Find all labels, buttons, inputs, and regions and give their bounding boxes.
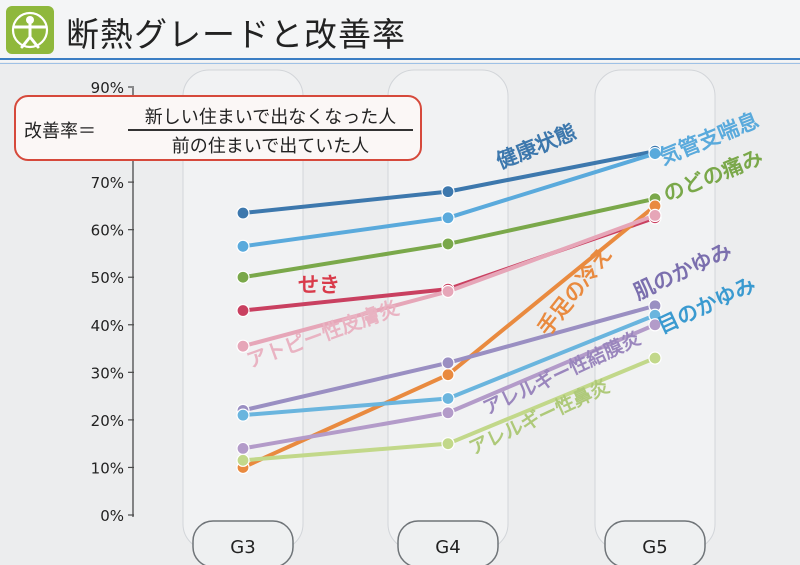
vitruvian-figure-icon xyxy=(6,6,54,54)
y-tick-label: 30% xyxy=(91,364,124,382)
data-point xyxy=(648,208,662,222)
data-point xyxy=(236,441,250,456)
y-tick-label: 50% xyxy=(91,269,124,287)
data-point xyxy=(236,408,250,422)
x-tick-label: G5 xyxy=(642,537,667,558)
data-point xyxy=(648,318,662,332)
y-tick-label: 20% xyxy=(91,412,124,430)
data-point xyxy=(236,303,250,318)
data-point xyxy=(441,368,455,382)
y-tick-label: 60% xyxy=(91,222,124,240)
formula-label: 改善率＝ xyxy=(24,121,96,142)
formula-denominator: 前の住まいで出ていた人 xyxy=(171,136,370,157)
y-tick-label: 0% xyxy=(100,507,124,525)
y-tick-label: 70% xyxy=(91,174,124,192)
header-divider xyxy=(0,58,800,60)
data-point xyxy=(441,356,455,370)
data-point xyxy=(441,391,455,406)
data-point xyxy=(441,406,455,420)
data-point xyxy=(236,339,250,353)
data-point xyxy=(441,284,455,299)
data-point xyxy=(236,453,250,467)
formula-numerator: 新しい住まいで出なくなった人 xyxy=(144,107,397,128)
category-pill xyxy=(397,520,499,565)
formula-box: 改善率＝ 新しい住まいで出なくなった人 前の住まいで出ていた人 xyxy=(14,95,422,161)
y-tick-label: 10% xyxy=(91,459,124,477)
page-title: 断熱グレードと改善率 xyxy=(66,15,406,54)
data-point xyxy=(236,270,250,284)
header-bar: 断熱グレードと改善率 xyxy=(0,0,800,64)
y-tick-label: 40% xyxy=(91,317,124,335)
series-label: せき xyxy=(298,273,340,297)
header-divider-light xyxy=(0,63,800,64)
x-tick-label: G3 xyxy=(230,537,255,558)
data-point xyxy=(236,206,250,220)
data-point xyxy=(441,437,455,451)
y-tick-label: 90% xyxy=(91,79,124,97)
data-point xyxy=(441,237,455,251)
x-tick-label: G4 xyxy=(435,537,460,558)
data-point xyxy=(441,185,455,199)
formula-fraction-bar xyxy=(128,129,413,131)
data-point xyxy=(441,211,455,225)
data-point xyxy=(648,351,662,365)
category-pill xyxy=(604,520,706,565)
data-point xyxy=(236,239,250,253)
category-pill xyxy=(192,520,294,565)
data-point xyxy=(648,146,662,161)
